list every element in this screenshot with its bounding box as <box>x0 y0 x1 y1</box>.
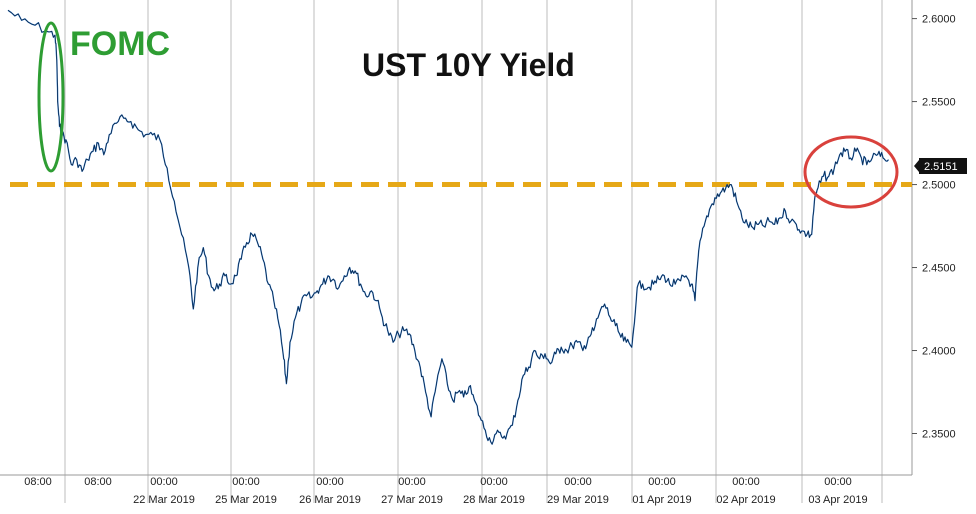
last-value-label: 2.5151 <box>924 161 958 173</box>
x-time-label: 00:00 <box>232 476 260 488</box>
x-time-label: 00:00 <box>316 476 344 488</box>
highlight-circle <box>803 135 899 209</box>
y-tick-label: 2.5000 <box>922 180 956 192</box>
chart-title: UST 10Y Yield <box>362 47 575 83</box>
x-time-label: 00:00 <box>824 476 852 488</box>
x-date-label: 29 Mar 2019 <box>547 494 609 506</box>
x-time-label: 08:00 <box>84 476 112 488</box>
y-tick-label: 2.5500 <box>922 97 956 109</box>
x-date-label: 28 Mar 2019 <box>463 494 525 506</box>
y-tick-label: 2.6000 <box>922 14 956 26</box>
y-tick-label: 2.3500 <box>922 429 956 441</box>
x-time-label: 00:00 <box>150 476 178 488</box>
x-date-label: 22 Mar 2019 <box>133 494 195 506</box>
x-time-label: 00:00 <box>480 476 508 488</box>
x-time-label: 00:00 <box>732 476 760 488</box>
x-date-label: 03 Apr 2019 <box>808 494 867 506</box>
x-date-label: 27 Mar 2019 <box>381 494 443 506</box>
y-axis: 2.3500 2.4000 2.4500 2.5000 2.5500 2.6000 <box>911 0 956 475</box>
x-date-label: 26 Mar 2019 <box>299 494 361 506</box>
x-date-label: 02 Apr 2019 <box>716 494 775 506</box>
fomc-label: FOMC <box>70 25 170 63</box>
fomc-ellipse <box>37 21 65 173</box>
y-tick-label: 2.4000 <box>922 346 956 358</box>
x-time-label: 00:00 <box>398 476 426 488</box>
y-tick-label: 2.4500 <box>922 263 956 275</box>
x-time-label: 08:00 <box>24 476 52 488</box>
x-axis: 08:00 08:00 00:00 00:00 00:00 00:00 00:00 00:00… <box>0 474 912 506</box>
x-date-label: 25 Mar 2019 <box>215 494 277 506</box>
series-line-shadow <box>7 10 889 445</box>
last-value-marker: 2.5151 <box>914 158 967 174</box>
x-time-label: 00:00 <box>648 476 676 488</box>
x-date-label: 01 Apr 2019 <box>632 494 691 506</box>
x-time-label: 00:00 <box>564 476 592 488</box>
vertical-gridlines <box>64 0 883 503</box>
